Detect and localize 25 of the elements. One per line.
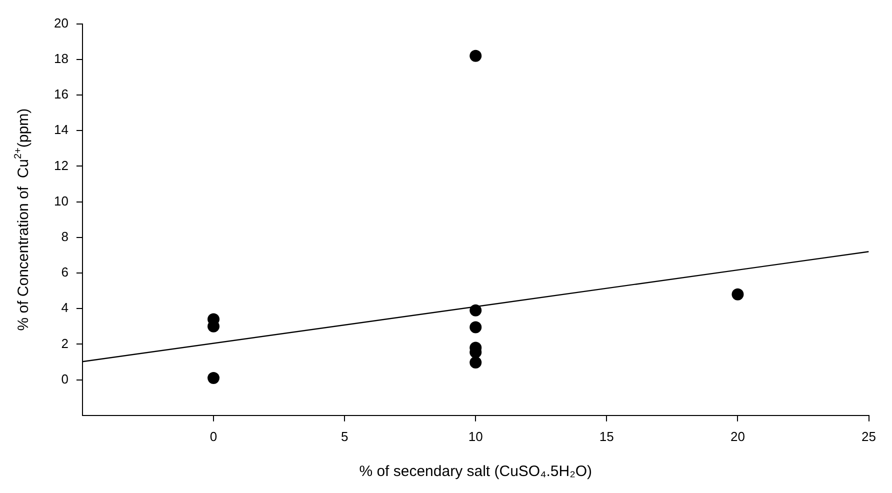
x-axis-title: % of secendary salt (CuSO₄.5H₂O)	[359, 463, 592, 480]
point	[470, 50, 482, 62]
x-tick-label: 10	[468, 428, 483, 444]
y-tick-label: 18	[54, 50, 68, 66]
y-axis-title: % of Concentration of Cu2+(ppm)	[12, 108, 32, 331]
x-tick-label: 5	[340, 428, 348, 444]
y-tick-label: 4	[61, 300, 68, 316]
y-tick-label: 0	[61, 371, 68, 386]
x-tick-label: 20	[730, 428, 745, 444]
point	[470, 304, 482, 316]
y-tick-label: 6	[61, 264, 68, 280]
y-tick-label: 16	[54, 86, 68, 102]
y-tick-label: 12	[54, 158, 68, 173]
y-tick-label: 20	[54, 15, 68, 30]
x-tick-label: 15	[599, 428, 614, 444]
point	[208, 372, 220, 384]
x-tick-label: 25	[862, 428, 876, 444]
x-tick-label: 0	[210, 428, 218, 444]
point	[470, 321, 482, 334]
point	[470, 356, 482, 369]
point	[732, 288, 744, 300]
y-tick-label: 14	[54, 122, 68, 138]
y-tick-label: 2	[61, 336, 68, 351]
y-tick-label: 10	[54, 193, 68, 208]
y-tick-label: 8	[61, 228, 68, 244]
